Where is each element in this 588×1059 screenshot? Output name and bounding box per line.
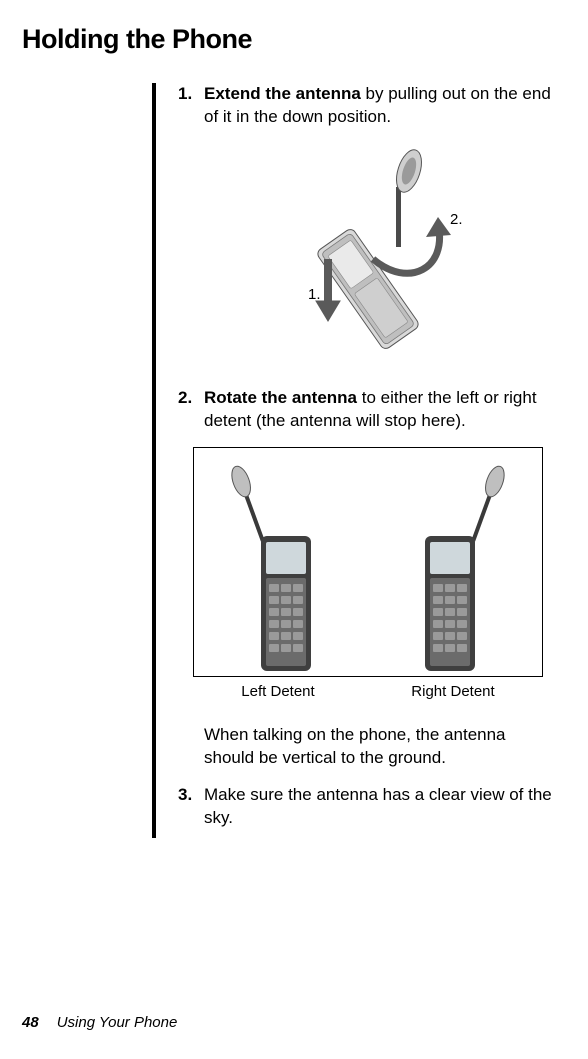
step-1-number: 1. [178,83,204,129]
step-2-text: Rotate the antenna to either the left or… [204,387,558,433]
step-2: 2. Rotate the antenna to either the left… [178,387,558,433]
step-3-text: Make sure the antenna has a clear view o… [204,784,558,830]
page-footer: 48 Using Your Phone [22,1014,177,1031]
step-3-rest: Make sure the antenna has a clear view o… [204,785,552,827]
page-title: Holding the Phone [22,24,566,55]
figure-2-left-phone [194,448,368,676]
step-2-number: 2. [178,387,204,433]
step-1: 1. Extend the antenna by pulling out on … [178,83,558,129]
step-2-bold: Rotate the antenna [204,388,357,407]
figure-2 [178,447,558,677]
figure-1: 1. 2. [178,139,558,369]
figure-2-left-label: Left Detent [241,683,314,700]
page-number: 48 [22,1014,39,1031]
step-3-number: 3. [178,784,204,830]
footer-text: Using Your Phone [57,1014,178,1031]
step-3: 3. Make sure the antenna has a clear vie… [178,784,558,830]
vertical-rule [152,83,156,838]
figure-2-labels: Left Detent Right Detent [193,683,543,700]
step-1-text: Extend the antenna by pulling out on the… [204,83,558,129]
figure-1-label-2: 2. [450,211,463,228]
figure-1-label-1: 1. [308,286,321,303]
step-1-bold: Extend the antenna [204,84,361,103]
body-paragraph: When talking on the phone, the antenna s… [204,724,558,770]
figure-2-right-phone [368,448,542,676]
figure-2-right-label: Right Detent [411,683,494,700]
